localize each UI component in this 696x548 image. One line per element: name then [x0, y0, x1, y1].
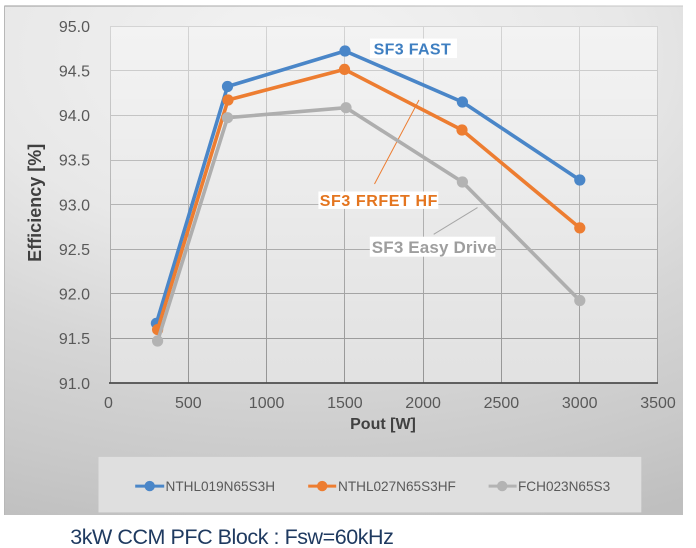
svg-text:93.5: 93.5: [59, 153, 90, 170]
svg-text:92.0: 92.0: [59, 287, 90, 304]
svg-text:SF3 FAST: SF3 FAST: [374, 42, 451, 59]
svg-text:91.5: 91.5: [59, 331, 90, 348]
svg-text:92.5: 92.5: [59, 242, 90, 259]
svg-text:NTHL019N65S3H: NTHL019N65S3H: [166, 479, 276, 494]
svg-text:Pout [W]: Pout [W]: [350, 416, 416, 433]
svg-text:94.0: 94.0: [59, 108, 90, 125]
svg-text:1000: 1000: [249, 395, 285, 412]
svg-text:1500: 1500: [327, 395, 363, 412]
svg-text:95.0: 95.0: [59, 19, 90, 36]
svg-text:3500: 3500: [640, 395, 676, 412]
svg-text:93.0: 93.0: [59, 197, 90, 214]
svg-text:500: 500: [175, 395, 202, 412]
svg-text:3000: 3000: [562, 395, 598, 412]
svg-text:94.5: 94.5: [59, 63, 90, 80]
svg-text:NTHL027N65S3HF: NTHL027N65S3HF: [338, 479, 456, 494]
svg-text:SF3 Easy Drive: SF3 Easy Drive: [372, 238, 497, 257]
svg-text:2500: 2500: [484, 395, 520, 412]
svg-text:Efficiency [%]: Efficiency [%]: [25, 144, 45, 262]
svg-text:2000: 2000: [405, 395, 441, 412]
svg-text:0: 0: [104, 395, 113, 412]
svg-text:FCH023N65S3: FCH023N65S3: [518, 479, 610, 494]
svg-text:SF3 FRFET HF: SF3 FRFET HF: [320, 193, 438, 210]
svg-text:3kW CCM PFC Block : Fsw=60kHz: 3kW CCM PFC Block : Fsw=60kHz: [70, 525, 393, 548]
svg-text:91.0: 91.0: [59, 376, 90, 393]
